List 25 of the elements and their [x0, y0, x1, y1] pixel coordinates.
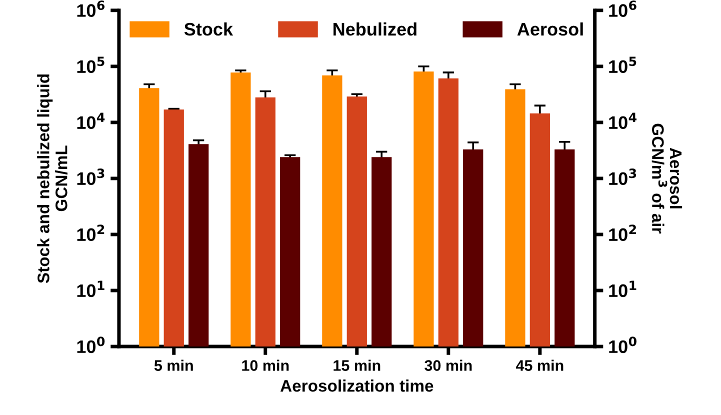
x-tick-label: 15 min — [334, 360, 380, 371]
y-tick-label: 10$^{3}$ — [609, 168, 636, 186]
x-axis-title: Aerosolization time — [280, 380, 434, 392]
y2-axis-title: Aerosol GCN/m$^{3}$ of air — [652, 124, 682, 234]
text: 10$^{2}$ — [77, 224, 104, 242]
legend-label: Nebulized — [334, 22, 416, 36]
y-tick-label: 10$^{5}$ — [609, 56, 636, 73]
legend-label: Aerosol — [517, 22, 583, 36]
text: 10$^{1}$ — [77, 280, 104, 298]
text: 10$^{0}$ — [77, 336, 105, 354]
y-tick-label: 10$^{0}$ — [609, 336, 636, 354]
y-tick-label: 10$^{6}$ — [609, 0, 636, 17]
y-axis-title: Stock and nebulized liquid GCN/mL — [37, 74, 68, 284]
legend-label: Stock — [184, 22, 234, 36]
x-tick-label: 45 min — [516, 360, 564, 371]
text: 10$^{4}$ — [77, 112, 105, 130]
text: 10$^{6}$ — [77, 0, 105, 17]
x-tick-label: 5 min — [154, 360, 193, 371]
y-tick-label: 10$^{1}$ — [609, 280, 636, 298]
x-tick-label: 10 min — [242, 360, 289, 371]
x-tick-label: 30 min — [424, 360, 472, 371]
y-tick-label: 10$^{2}$ — [609, 224, 636, 242]
text: 10$^{5}$ — [77, 56, 104, 73]
text: 10$^{3}$ — [77, 168, 104, 186]
y-tick-label: 10$^{4}$ — [609, 112, 636, 130]
